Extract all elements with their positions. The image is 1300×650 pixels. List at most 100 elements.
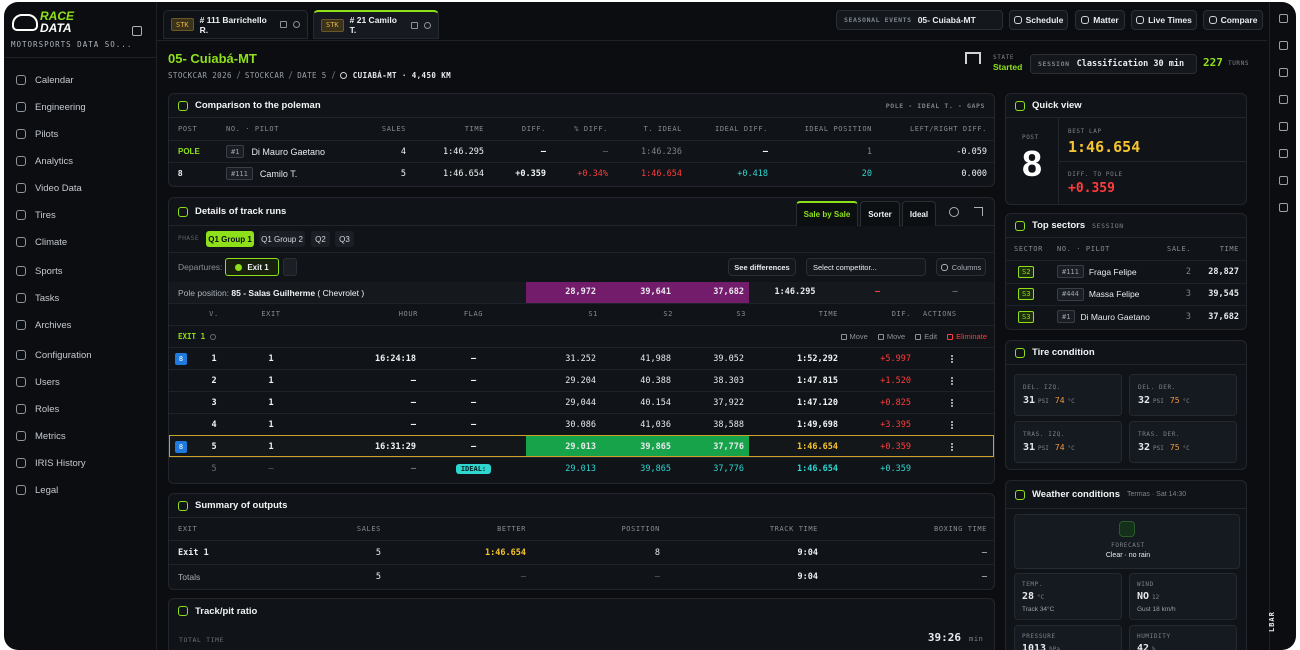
nav-label: Roles xyxy=(35,403,60,415)
rail-icon[interactable] xyxy=(1279,149,1288,158)
menu-dot xyxy=(951,376,953,379)
forecast-box: FORECAST Clear · no rain xyxy=(1014,514,1240,569)
nav-item[interactable]: Tasks xyxy=(12,289,152,307)
button-icon xyxy=(1013,16,1022,24)
tab[interactable]: STK # 111 Barrichello R. xyxy=(163,10,308,39)
expand-button[interactable] xyxy=(974,207,983,216)
top-button[interactable]: Matter xyxy=(1075,10,1125,30)
row-menu[interactable] xyxy=(914,354,994,363)
panel-icon xyxy=(1015,347,1025,358)
rail-icon[interactable] xyxy=(1279,14,1288,23)
run-value: 1:49,698 xyxy=(797,419,838,430)
rail-icon[interactable] xyxy=(1279,68,1288,77)
nav-icon xyxy=(16,320,26,330)
view-tab[interactable]: Ideal xyxy=(902,201,936,226)
nav-item[interactable]: Pilots xyxy=(12,125,152,143)
session-select[interactable]: SESSION Classification 30 min xyxy=(1030,54,1197,74)
rail-icon[interactable] xyxy=(1279,176,1288,185)
rail-icon[interactable] xyxy=(1279,203,1288,212)
departure-chip[interactable]: Exit 1 xyxy=(225,258,279,276)
group-action[interactable]: Move xyxy=(877,332,905,341)
collapse-button[interactable] xyxy=(132,26,142,36)
group-action[interactable]: Move xyxy=(840,332,868,341)
column-header: EXIT xyxy=(178,525,198,533)
nav-item[interactable]: Engineering xyxy=(12,98,152,116)
nav-item[interactable]: Calendar xyxy=(12,71,152,89)
location-icon xyxy=(339,71,347,79)
nav-item[interactable]: Climate xyxy=(12,233,152,251)
phase-chip[interactable]: Q3 xyxy=(335,231,354,247)
value: 5 xyxy=(375,547,381,558)
tab[interactable]: STK # 21 Camilo T. xyxy=(313,10,439,39)
columns-button[interactable]: Columns xyxy=(936,258,986,276)
run-value: +0.359 xyxy=(880,442,911,452)
nav-item[interactable]: Legal xyxy=(12,481,152,499)
top-button[interactable]: Compare xyxy=(1203,10,1263,30)
phase-chip[interactable]: Q1 Group 1 xyxy=(206,231,254,247)
row-menu[interactable] xyxy=(914,443,994,451)
nav-label: Video Data xyxy=(35,182,82,194)
pressure: 32 xyxy=(1138,442,1151,453)
rail-icon[interactable] xyxy=(1279,41,1288,50)
nav-icon xyxy=(16,377,26,387)
nav-item[interactable]: Archives xyxy=(12,316,152,334)
table-row: S2 #111 Fraga Felipe 2 28,827 xyxy=(1006,260,1246,283)
run-value: 39,865 xyxy=(601,436,676,458)
run-row: 4 1 – — 30.086 41,036 38,588 1:49,698 +3.395 xyxy=(169,413,994,435)
table-header: POST NO. · PILOT SALES TIME DIFF. % DIFF. T. I… xyxy=(169,118,994,140)
tab-close[interactable] xyxy=(293,21,300,28)
see-differences[interactable]: See differences xyxy=(728,258,796,276)
run-row: 3 1 – — 29,044 40.154 37,922 1:47.120 +0.825 xyxy=(169,391,994,413)
nav-item[interactable]: IRIS History xyxy=(12,454,152,472)
nav-item[interactable]: Metrics xyxy=(12,427,152,445)
value: 20 xyxy=(861,168,872,179)
nav-item[interactable]: Analytics xyxy=(12,152,152,170)
value: — xyxy=(762,146,768,157)
best-lap-value: 1:46.654 xyxy=(1068,138,1141,156)
forecast-label: FORECAST xyxy=(1111,542,1145,549)
summary-panel: Summary of outputs EXIT SALES BETTER POSITIO… xyxy=(168,493,995,590)
panel-header: Track/pit ratio xyxy=(169,599,994,623)
nav-item[interactable]: Users xyxy=(12,373,152,391)
run-value: 29.204 xyxy=(565,375,596,386)
weather-unit: % xyxy=(1152,646,1156,650)
row-menu[interactable] xyxy=(914,398,994,407)
row-menu[interactable] xyxy=(914,420,994,429)
run-value: 39,865 xyxy=(640,463,671,474)
tab-close[interactable] xyxy=(424,21,431,29)
nav-item[interactable]: Sports xyxy=(12,262,152,280)
select-competitor[interactable]: Select competitor... xyxy=(806,258,926,276)
top-button[interactable]: Schedule xyxy=(1009,10,1068,30)
value: – xyxy=(654,571,660,582)
group-action[interactable]: Edit xyxy=(915,332,937,341)
nav-item[interactable]: Tires xyxy=(12,206,152,224)
group-action[interactable]: Eliminate xyxy=(947,332,987,341)
run-value: – xyxy=(410,419,416,430)
rail-icon[interactable] xyxy=(1279,122,1288,131)
weather-label: HUMIDITY xyxy=(1137,633,1171,640)
top-button[interactable]: Live Times xyxy=(1131,10,1197,30)
season-select[interactable]: SEASONAL EVENTS 05- Cuiabá-MT xyxy=(836,10,1003,30)
pole-value: 1:46.295 xyxy=(774,287,816,297)
nav-item[interactable]: Video Data xyxy=(12,179,152,197)
temperature-unit: °C xyxy=(1182,445,1190,452)
nav-item[interactable]: Configuration xyxy=(12,346,152,364)
nav-item[interactable]: Roles xyxy=(12,400,152,418)
value: 1:46.654 xyxy=(485,547,526,558)
phase-chip[interactable]: Q1 Group 2 xyxy=(259,231,305,247)
rail-icon[interactable] xyxy=(1279,95,1288,104)
run-value: — xyxy=(470,375,477,386)
view-tab[interactable]: Sale by Sale xyxy=(796,201,858,226)
phase-chip[interactable]: Q2 xyxy=(311,231,330,247)
run-value: – xyxy=(410,397,416,408)
columns-label: Columns xyxy=(951,262,982,272)
value: — xyxy=(981,547,987,558)
subtitle: MOTORSPORTS DATA SO... xyxy=(11,40,133,49)
row-menu[interactable] xyxy=(914,376,994,385)
panel-title: Top sectors xyxy=(1032,220,1086,231)
state-label: STATE xyxy=(993,54,1015,61)
panel-hint: Termas · Sat 14:30 xyxy=(1126,491,1187,498)
palette-button[interactable] xyxy=(949,207,959,217)
add-departure[interactable] xyxy=(283,258,297,276)
view-tab[interactable]: Sorter xyxy=(860,201,900,226)
